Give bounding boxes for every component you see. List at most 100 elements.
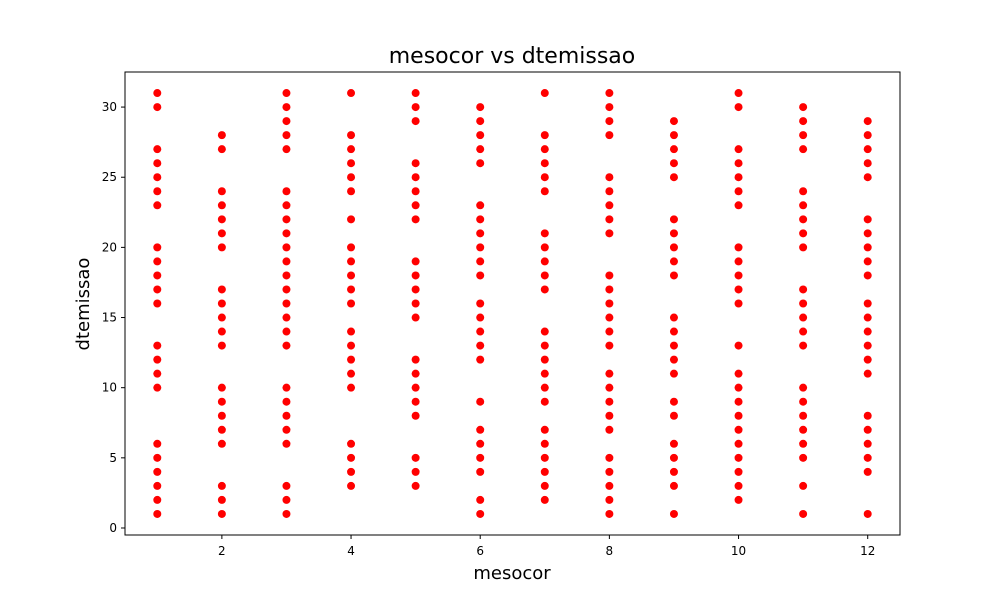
data-point: [476, 299, 485, 308]
data-point: [347, 481, 356, 490]
data-point: [411, 215, 420, 224]
data-point: [669, 173, 678, 182]
data-point: [282, 509, 291, 518]
data-point: [669, 467, 678, 476]
data-point: [669, 411, 678, 420]
data-point: [605, 313, 614, 322]
data-point: [734, 411, 743, 420]
data-point: [605, 509, 614, 518]
data-point: [476, 201, 485, 210]
data-point: [605, 201, 614, 210]
data-point: [347, 355, 356, 364]
data-point: [799, 103, 808, 112]
data-point: [282, 397, 291, 406]
data-point: [540, 285, 549, 294]
data-point: [411, 411, 420, 420]
data-point: [411, 201, 420, 210]
data-point: [540, 187, 549, 196]
data-point: [282, 201, 291, 210]
data-point: [540, 229, 549, 238]
data-point: [734, 383, 743, 392]
data-point: [347, 145, 356, 154]
data-point: [476, 215, 485, 224]
data-point: [217, 481, 226, 490]
data-point: [282, 299, 291, 308]
data-point: [669, 117, 678, 126]
data-point: [282, 481, 291, 490]
data-point: [476, 159, 485, 168]
data-point: [669, 397, 678, 406]
data-point: [540, 481, 549, 490]
data-point: [863, 341, 872, 350]
data-point: [605, 369, 614, 378]
data-point: [540, 159, 549, 168]
data-point: [734, 145, 743, 154]
data-point: [411, 89, 420, 98]
data-point: [217, 229, 226, 238]
data-point: [669, 341, 678, 350]
data-point: [347, 467, 356, 476]
data-point: [799, 341, 808, 350]
data-point: [347, 173, 356, 182]
data-point: [476, 229, 485, 238]
data-point: [799, 397, 808, 406]
data-point: [411, 313, 420, 322]
data-point: [799, 453, 808, 462]
data-point: [282, 229, 291, 238]
data-point: [734, 467, 743, 476]
data-point: [669, 257, 678, 266]
data-point: [605, 383, 614, 392]
data-point: [217, 243, 226, 252]
data-point: [153, 341, 162, 350]
y-tick-label: 15: [102, 311, 117, 325]
data-point: [347, 215, 356, 224]
data-point: [605, 397, 614, 406]
data-point: [799, 215, 808, 224]
data-point: [347, 159, 356, 168]
data-point: [282, 341, 291, 350]
data-point: [347, 131, 356, 140]
data-point: [863, 313, 872, 322]
data-point: [863, 159, 872, 168]
data-point: [734, 89, 743, 98]
data-point: [217, 285, 226, 294]
data-point: [217, 411, 226, 420]
data-point: [540, 131, 549, 140]
data-point: [540, 257, 549, 266]
data-point: [669, 159, 678, 168]
data-point: [669, 229, 678, 238]
data-point: [863, 327, 872, 336]
data-point: [540, 271, 549, 280]
data-point: [347, 341, 356, 350]
data-point: [799, 229, 808, 238]
data-point: [282, 145, 291, 154]
data-point: [605, 173, 614, 182]
data-point: [669, 327, 678, 336]
data-point: [476, 145, 485, 154]
data-point: [863, 467, 872, 476]
data-point: [799, 411, 808, 420]
data-point: [540, 355, 549, 364]
data-point: [540, 243, 549, 252]
data-point: [669, 509, 678, 518]
data-point: [734, 453, 743, 462]
data-point: [669, 271, 678, 280]
data-point: [734, 341, 743, 350]
data-point: [476, 467, 485, 476]
y-axis-label: dtemissao: [73, 258, 94, 351]
data-point: [540, 453, 549, 462]
data-point: [282, 327, 291, 336]
data-point: [799, 131, 808, 140]
data-point: [476, 243, 485, 252]
data-point: [799, 509, 808, 518]
data-point: [476, 131, 485, 140]
data-point: [669, 355, 678, 364]
data-point: [153, 201, 162, 210]
data-point: [153, 495, 162, 504]
data-point: [347, 439, 356, 448]
data-point: [605, 103, 614, 112]
data-point: [863, 271, 872, 280]
data-point: [282, 439, 291, 448]
data-point: [799, 439, 808, 448]
